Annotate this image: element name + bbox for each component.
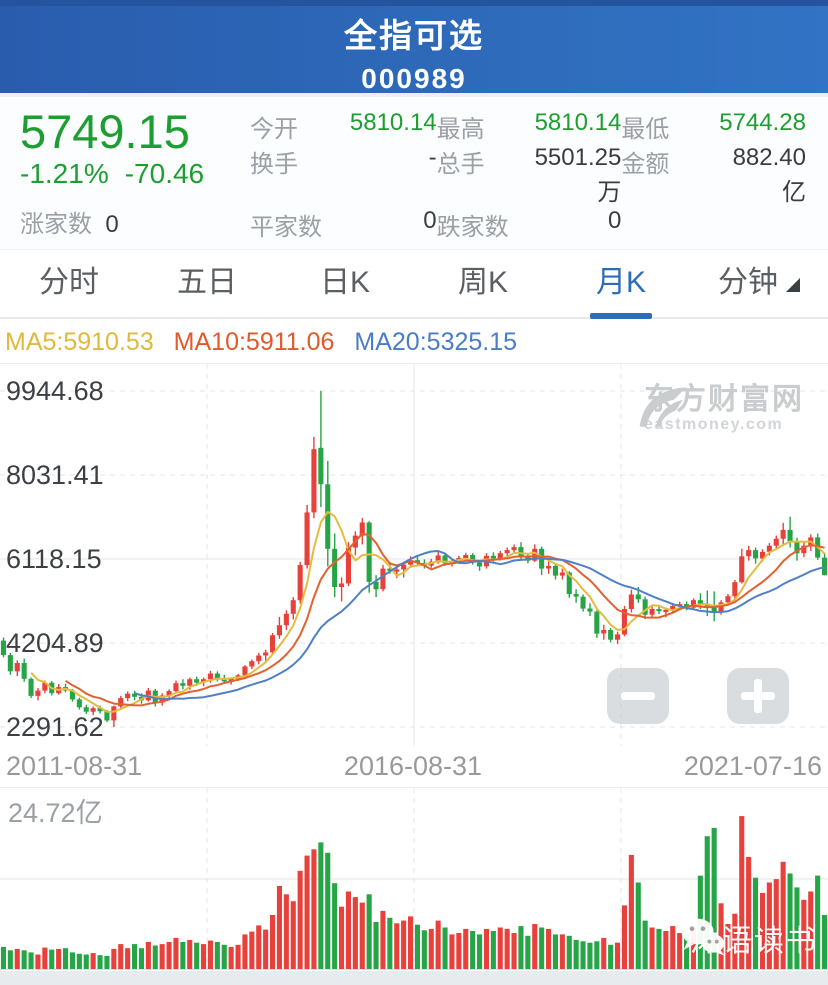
- quote-main: 5749.15 -1.21% -70.46 涨家数 0: [0, 97, 232, 249]
- ma10-value: MA10:5911.06: [173, 328, 335, 356]
- header: 全指可选 000989: [0, 0, 828, 94]
- tab-daily-k[interactable]: 日K: [319, 266, 370, 299]
- dropdown-triangle-icon: [786, 278, 800, 292]
- decliners-count: 0: [607, 207, 622, 234]
- high-value: 5810.14: [534, 109, 622, 136]
- kline-chart[interactable]: 9944.68 8031.41 6118.15 4204.89 2291.62 东方财富…: [0, 363, 828, 748]
- flat-count: 0: [423, 207, 437, 234]
- ma10-line: [64, 532, 825, 707]
- low-value: 5744.28: [719, 109, 806, 136]
- change-value: -70.46: [124, 158, 205, 190]
- period-tabs: 分时 五日 日K 周K 月K 分钟: [0, 249, 828, 319]
- zoom-in-button[interactable]: [727, 668, 789, 724]
- volume-label: 总手: [436, 151, 485, 178]
- index-title: 全指可选: [344, 17, 484, 54]
- x-axis-label-middle: 2016-08-31: [343, 751, 483, 781]
- ma-legend: MA5:5910.53 MA10:5911.06 MA20:5325.15: [0, 319, 828, 363]
- ma20-line: [134, 550, 825, 701]
- amount-value: 882.40亿: [732, 144, 806, 206]
- ma5-value: MA5:5910.53: [5, 328, 154, 356]
- tab-minute-label: 分钟: [718, 266, 778, 299]
- volume-plot: [0, 788, 828, 970]
- x-axis: 2011-08-31 2016-08-31 2021-07-16: [0, 746, 828, 787]
- x-axis-label-end: 2021-07-16: [683, 751, 822, 781]
- volume-chart[interactable]: 24.72亿 沐语读书: [0, 787, 828, 972]
- quote-panel: 5749.15 -1.21% -70.46 涨家数 0 今开 5810.14 最高…: [0, 97, 828, 249]
- low-label: 最低: [621, 116, 670, 143]
- advancers-count: 0: [105, 211, 119, 238]
- last-price: 5749.15: [20, 105, 190, 158]
- change-percent: -1.21%: [20, 158, 109, 190]
- volume-grid-lines: [0, 788, 828, 970]
- bottom-strip: [0, 971, 828, 985]
- decliners-label: 跌家数: [436, 214, 509, 241]
- volume-value: 5501.25万: [534, 144, 622, 206]
- zoom-out-button[interactable]: [607, 668, 669, 724]
- tab-weekly-k[interactable]: 周K: [457, 266, 508, 299]
- ma20-value: MA20:5325.15: [354, 328, 518, 356]
- tab-monthly-k[interactable]: 月K: [552, 250, 690, 319]
- amount-label: 金额: [621, 151, 670, 178]
- tab-intraday[interactable]: 分时: [39, 266, 99, 299]
- turnover-value: -: [428, 144, 437, 171]
- high-label: 最高: [436, 116, 485, 143]
- open-label: 今开: [250, 116, 298, 143]
- turnover-label: 换手: [250, 151, 298, 178]
- x-axis-label-start: 2011-08-31: [6, 751, 143, 781]
- index-code: 000989: [361, 63, 467, 94]
- open-value: 5810.14: [349, 109, 437, 136]
- tab-five-day[interactable]: 五日: [177, 266, 237, 299]
- advancers-label: 涨家数: [20, 211, 92, 238]
- tab-minute[interactable]: 分钟: [690, 250, 828, 317]
- header-divider: [0, 93, 828, 97]
- price-change: -1.21% -70.46: [20, 158, 232, 190]
- advancers-row: 涨家数 0: [20, 204, 232, 239]
- quote-details: 今开 5810.14 最高 5810.14 最低 5744.28 换手 - 总手…: [232, 97, 828, 249]
- grid-lines: [0, 364, 828, 747]
- flat-label: 平家数: [250, 214, 322, 241]
- volume-bars: [0, 816, 828, 969]
- candlestick-plot: [0, 364, 828, 747]
